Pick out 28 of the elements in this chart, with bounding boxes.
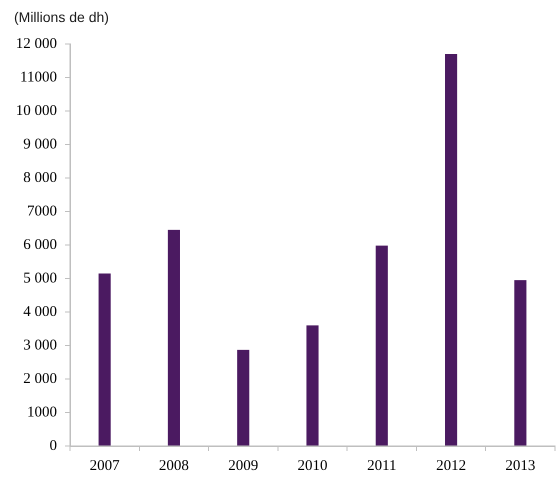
y-tick-label: 1000	[27, 404, 57, 420]
y-tick-label: 6 000	[23, 236, 57, 253]
bar	[168, 230, 180, 446]
y-tick-label: 7000	[27, 203, 57, 220]
y-tick-label: 9 000	[23, 136, 57, 152]
bar	[237, 350, 250, 446]
y-tick-label: 2 000	[23, 370, 57, 387]
x-tick-label: 2013	[505, 458, 536, 474]
x-tick-label: 2009	[228, 458, 258, 474]
y-tick-label: 10 000	[16, 102, 57, 119]
y-tick-label: 5 000	[23, 270, 57, 286]
bar	[514, 280, 526, 446]
y-axis-title: (Millions de dh)	[14, 8, 109, 25]
y-tick-label: 8 000	[23, 170, 57, 186]
bar	[306, 325, 319, 446]
x-tick-label: 2012	[436, 458, 466, 474]
x-tick-label: 2011	[367, 458, 397, 474]
y-tick-label: 0	[50, 438, 57, 454]
x-tick-label: 2010	[298, 458, 328, 474]
x-tick-label: 2007	[90, 458, 120, 474]
y-tick-label: 3 000	[23, 337, 57, 354]
y-tick-label: 12 000	[16, 36, 57, 52]
x-tick-label: 2008	[158, 458, 189, 474]
bar	[376, 246, 388, 446]
y-tick-label: 4 000	[23, 304, 57, 320]
bar	[445, 54, 458, 446]
y-tick-label: 11000	[20, 69, 57, 86]
bar	[98, 273, 111, 446]
